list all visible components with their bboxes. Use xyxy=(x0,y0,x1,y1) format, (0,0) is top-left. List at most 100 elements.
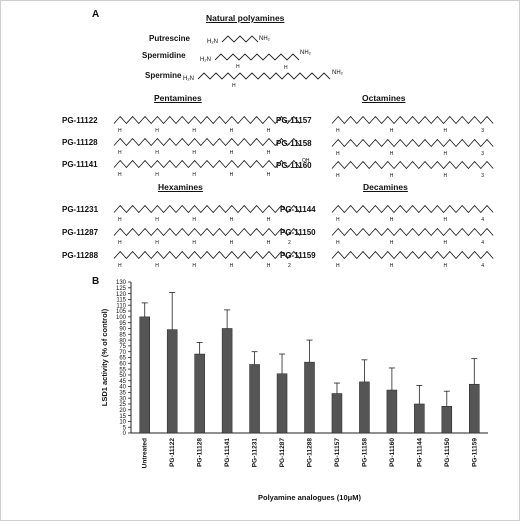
y-tick-label-16: 80 xyxy=(119,338,126,344)
analogue-h-3-1-1: H xyxy=(390,240,394,246)
analogue-h-1-1-0: H xyxy=(336,151,340,157)
putrescine-nh2: NH₂ xyxy=(259,36,271,42)
y-tick-label-3: 15 xyxy=(119,414,126,420)
x-tick-label-PG-11288: PG-11288 xyxy=(307,438,314,468)
y-tick-label-2: 10 xyxy=(119,420,126,426)
analogue-h-0-0-1: H xyxy=(155,128,159,134)
analogue-h-0-0-0: H xyxy=(118,128,122,134)
analogue-chain-0-2 xyxy=(113,159,301,169)
y-tick-label-12: 60 xyxy=(119,362,126,368)
spermine-h2n: H₂N xyxy=(183,76,194,82)
bar-PG-11150 xyxy=(441,406,453,434)
analogue-chain-1-0 xyxy=(331,115,494,125)
analogue-h-2-2-0: H xyxy=(118,263,122,269)
y-tick-label-14: 70 xyxy=(119,350,126,356)
y-tick-label-4: 20 xyxy=(119,408,126,414)
x-tick-label-PG-11157: PG-11157 xyxy=(334,438,341,467)
y-tick-label-22: 110 xyxy=(116,303,126,309)
analogue-chain-3-0 xyxy=(331,204,494,214)
bar-PG-11157 xyxy=(331,393,343,434)
analogue-h-2-0-4: H xyxy=(267,217,271,223)
x-tick-label-PG-11122: PG-11122 xyxy=(169,438,176,467)
analogue-chain-1-1 xyxy=(331,138,494,148)
analogue-chain-2-1 xyxy=(113,227,301,237)
y-tick-label-23: 115 xyxy=(116,298,126,304)
bar-PG-11159 xyxy=(469,383,480,434)
analogue-h-1-0-2: H xyxy=(443,128,447,134)
analogue-h-0-2-4: H xyxy=(267,172,271,178)
y-tick-label-5: 25 xyxy=(119,402,126,408)
label-hexamine-1: PG-11231 xyxy=(62,205,99,214)
analogue-sub-1-2: 3 xyxy=(481,173,484,179)
analogue-h-2-0-0: H xyxy=(118,217,122,223)
analogue-h-3-0-2: H xyxy=(443,217,447,223)
x-tick-label-PG-11159: PG-11159 xyxy=(471,438,478,467)
analogue-h-0-2-1: H xyxy=(155,172,159,178)
label-hexamine-2: PG-11287 xyxy=(62,228,99,237)
analogue-h-0-0-2: H xyxy=(192,128,196,134)
analogue-sub-3-0: 4 xyxy=(481,217,484,223)
analogue-sub-2-2: 2 xyxy=(288,263,291,269)
y-tick-label-7: 35 xyxy=(119,391,126,397)
analogue-sub-2-1: 2 xyxy=(288,240,291,246)
analogue-h-2-0-1: H xyxy=(155,217,159,223)
spermidine-h: H xyxy=(236,64,240,70)
label-spermidine: Spermidine xyxy=(142,51,186,60)
label-octamine-1: PG-11157 xyxy=(276,116,312,125)
x-tick-label-PG-11150: PG-11150 xyxy=(444,438,451,467)
label-putrescine: Putrescine xyxy=(149,34,190,43)
label-pentamine-3: PG-11141 xyxy=(62,160,98,169)
analogue-h-2-2-1: H xyxy=(155,263,159,269)
analogue-h-3-2-2: H xyxy=(443,263,447,269)
analogue-h-0-1-4: H xyxy=(267,150,271,156)
y-tick-label-25: 125 xyxy=(116,286,127,292)
y-tick-label-20: 100 xyxy=(116,315,127,321)
x-tick-label-Untreated: Untreated xyxy=(142,438,149,468)
x-tick-label-PG-11141: PG-11141 xyxy=(224,438,231,467)
analogue-h-0-1-1: H xyxy=(155,150,159,156)
y-tick-label-19: 95 xyxy=(119,321,126,327)
y-tick-label-26: 130 xyxy=(116,280,127,286)
heading-hexamines: Hexamines xyxy=(158,182,203,192)
analogue-h-2-0-2: H xyxy=(192,217,196,223)
analogue-h-0-1-0: H xyxy=(118,150,122,156)
analogue-sub-3-1: 4 xyxy=(481,240,484,246)
analogue-h-2-1-4: H xyxy=(267,240,271,246)
x-tick-label-PG-11231: PG-11231 xyxy=(252,438,259,468)
y-tick-label-21: 105 xyxy=(116,309,127,315)
bar-PG-11141 xyxy=(221,328,233,434)
y-tick-label-9: 45 xyxy=(119,379,126,385)
bar-PG-11144 xyxy=(414,403,425,434)
spermine-h2: H xyxy=(284,65,288,71)
analogue-sub-3-2: 4 xyxy=(481,263,484,269)
analogue-h-3-0-1: H xyxy=(390,217,394,223)
analogue-h-0-0-3: H xyxy=(230,128,234,134)
analogue-h-1-1-2: H xyxy=(443,151,447,157)
x-axis-label: Polyamine analogues (10μM) xyxy=(258,493,361,502)
x-tick-label-PG-11287: PG-11287 xyxy=(279,438,286,468)
spermine-nh2: NH₂ xyxy=(332,70,344,76)
bar-PG-11160 xyxy=(386,389,398,434)
bar-Untreated xyxy=(139,316,150,434)
spermine-h1: H xyxy=(232,83,236,89)
analogue-chain-2-0 xyxy=(113,204,301,214)
y-tick-label-11: 55 xyxy=(119,367,126,373)
y-tick-label-18: 90 xyxy=(119,327,126,333)
y-tick-label-10: 50 xyxy=(119,373,126,379)
bar-PG-11128 xyxy=(194,353,205,434)
y-axis-label: LSD1 activity (% of control) xyxy=(100,308,109,406)
putrescine-h2n: H₂N xyxy=(207,39,218,45)
analogue-h-3-0-0: H xyxy=(336,217,340,223)
x-tick-label-PG-11158: PG-11158 xyxy=(361,438,368,467)
analogue-h-1-0-0: H xyxy=(336,128,340,134)
pg11141-oh: OH xyxy=(302,158,310,164)
y-tick-label-13: 65 xyxy=(119,356,126,362)
y-tick-label-24: 120 xyxy=(116,292,127,298)
label-pentamine-2: PG-11128 xyxy=(62,138,98,147)
analogue-h-0-2-2: H xyxy=(192,172,196,178)
analogue-h-2-2-3: H xyxy=(230,263,234,269)
label-hexamine-3: PG-11288 xyxy=(62,251,99,260)
label-pentamine-1: PG-11122 xyxy=(62,116,98,125)
analogue-h-3-2-1: H xyxy=(390,263,394,269)
